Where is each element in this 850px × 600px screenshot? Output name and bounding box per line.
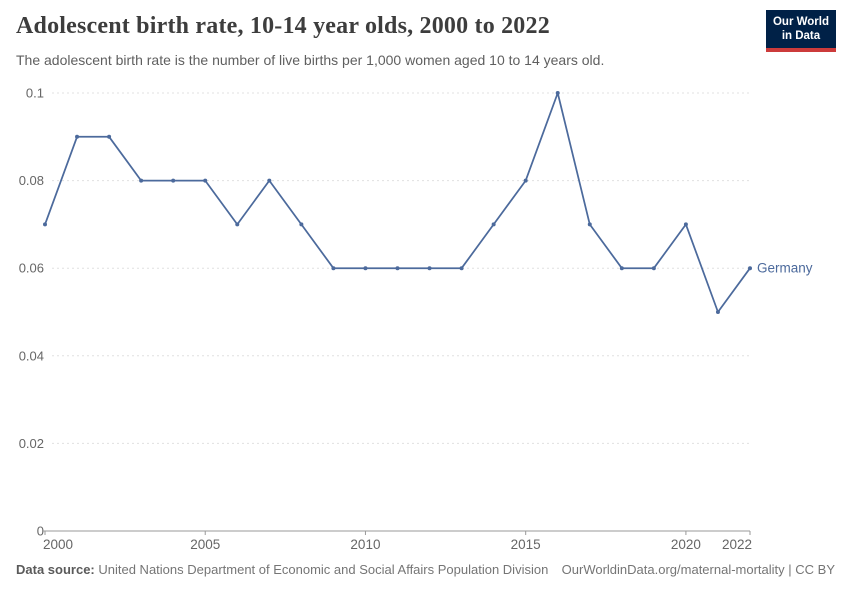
x-tick-label: 2015 bbox=[511, 537, 541, 552]
data-point[interactable] bbox=[235, 222, 240, 227]
data-point[interactable] bbox=[395, 266, 400, 271]
data-point[interactable] bbox=[619, 266, 624, 271]
chart-subtitle: The adolescent birth rate is the number … bbox=[16, 52, 605, 68]
y-tick-label: 0.04 bbox=[19, 348, 44, 363]
x-tick-label: 2022 bbox=[722, 537, 752, 552]
data-point[interactable] bbox=[299, 222, 304, 227]
data-point[interactable] bbox=[43, 222, 47, 227]
data-point[interactable] bbox=[171, 178, 176, 183]
x-tick-label: 2000 bbox=[43, 537, 73, 552]
data-point[interactable] bbox=[491, 222, 496, 227]
y-tick-label: 0.06 bbox=[19, 261, 44, 276]
data-source-text: United Nations Department of Economic an… bbox=[94, 562, 549, 577]
y-tick-label: 0 bbox=[37, 524, 44, 539]
data-point[interactable] bbox=[555, 91, 560, 95]
y-tick-label: 0.1 bbox=[26, 86, 44, 101]
data-point[interactable] bbox=[683, 222, 688, 227]
y-tick-label: 0.02 bbox=[19, 436, 44, 451]
data-point[interactable] bbox=[651, 266, 656, 271]
data-point[interactable] bbox=[203, 178, 208, 183]
data-point[interactable] bbox=[107, 134, 112, 139]
data-source-label: Data source: bbox=[16, 562, 95, 577]
data-point[interactable] bbox=[139, 178, 144, 183]
data-point[interactable] bbox=[587, 222, 592, 227]
data-point[interactable] bbox=[427, 266, 432, 271]
x-tick-label: 2020 bbox=[671, 537, 701, 552]
owid-logo[interactable]: Our World in Data bbox=[765, 10, 836, 52]
data-point[interactable] bbox=[748, 266, 752, 271]
data-source: Data source: United Nations Department o… bbox=[16, 562, 548, 577]
data-point[interactable] bbox=[523, 178, 528, 183]
data-point[interactable] bbox=[267, 178, 272, 183]
data-point[interactable] bbox=[363, 266, 368, 271]
x-tick-label: 2010 bbox=[350, 537, 380, 552]
owid-citation-link[interactable]: OurWorldinData.org/maternal-mortality | … bbox=[561, 562, 835, 577]
data-point[interactable] bbox=[75, 134, 80, 139]
y-tick-label: 0.08 bbox=[19, 173, 44, 188]
owid-logo-line1: Our World bbox=[772, 16, 829, 28]
chart-title: Adolescent birth rate, 10-14 year olds, … bbox=[16, 13, 550, 39]
owid-logo-line2: in Data bbox=[781, 29, 821, 42]
series-line-germany[interactable] bbox=[44, 92, 751, 313]
chart-footer: Data source: United Nations Department o… bbox=[16, 562, 835, 577]
line-chart[interactable]: 0 0.02 0.04 0.06 0.08 0.1 2000 2005 2010 2015 2020… bbox=[0, 80, 850, 560]
data-point[interactable] bbox=[715, 310, 720, 314]
data-point[interactable] bbox=[459, 266, 464, 271]
x-tick-label: 2005 bbox=[190, 537, 220, 552]
data-point[interactable] bbox=[331, 266, 336, 271]
series-end-label[interactable]: Germany bbox=[757, 261, 813, 276]
